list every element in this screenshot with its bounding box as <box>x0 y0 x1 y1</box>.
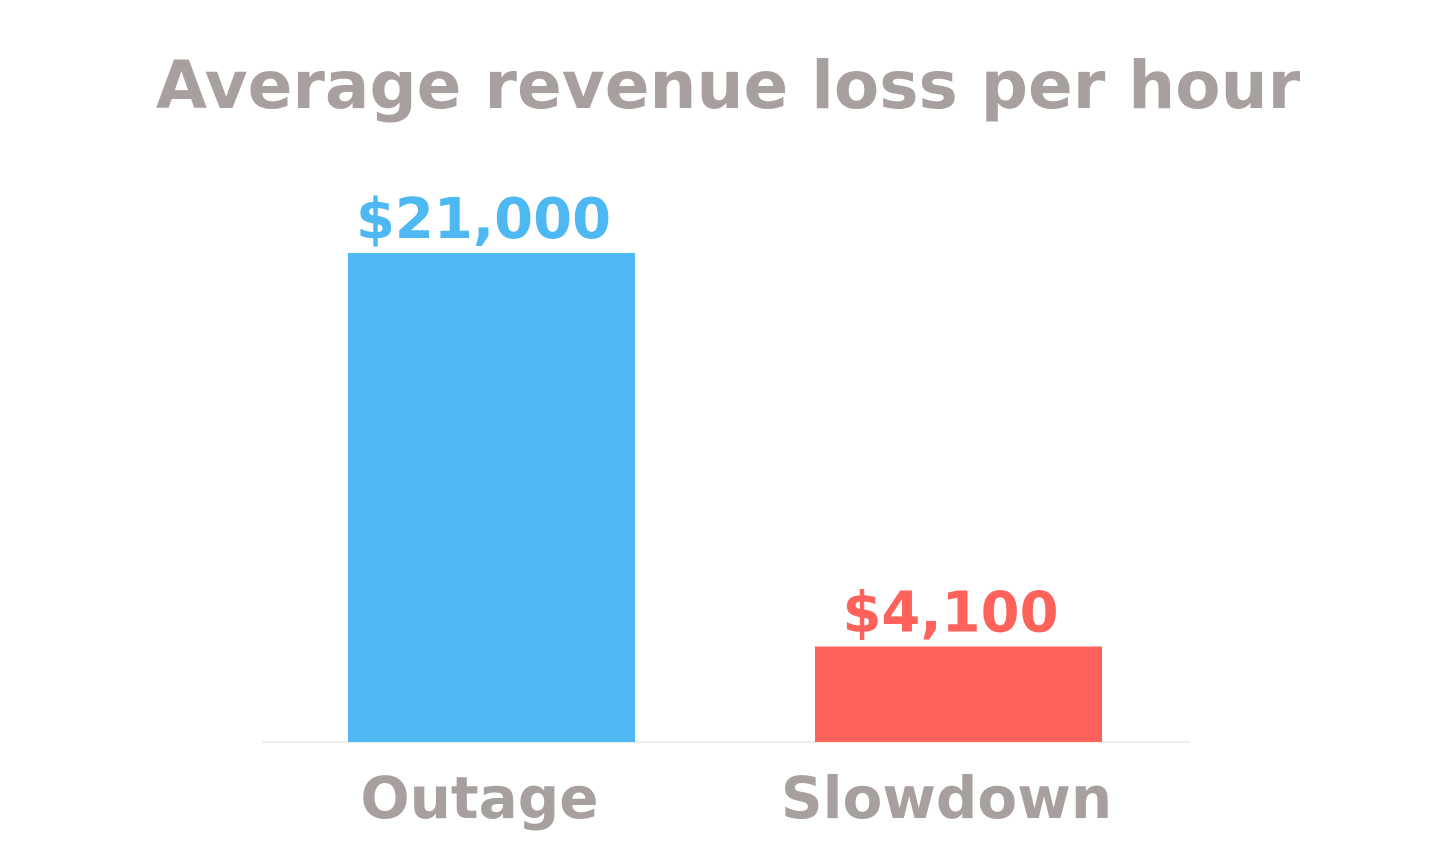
category-label-outage: Outage <box>360 764 598 832</box>
chart-title: Average revenue loss per hour <box>156 47 1301 124</box>
bar-slowdown <box>815 646 1102 742</box>
category-label-slowdown: Slowdown <box>781 764 1112 832</box>
value-label-slowdown: $4,100 <box>842 581 1058 646</box>
bars-group: $21,000 Outage $4,100 Slowdown <box>348 187 1112 832</box>
value-label-outage: $21,000 <box>356 187 611 252</box>
bar-outage <box>348 253 635 742</box>
